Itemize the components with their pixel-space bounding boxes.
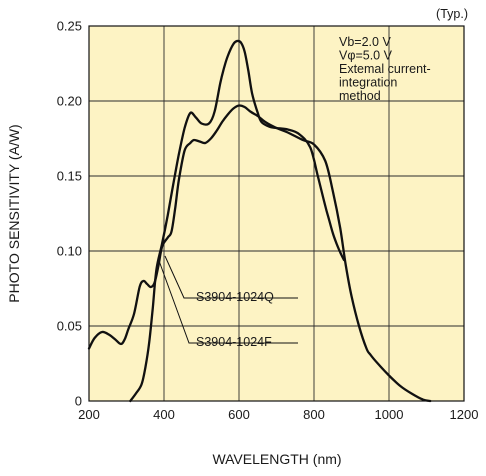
condition-line: method	[339, 89, 381, 103]
series-label: S3904-1024Q	[196, 290, 274, 304]
x-tick-label: 200	[78, 407, 100, 422]
x-tick-label: 800	[303, 407, 325, 422]
y-tick-label: 0.15	[57, 169, 82, 184]
y-tick-label: 0.25	[57, 19, 82, 34]
series-line-1	[129, 39, 346, 403]
x-tick-label: 400	[153, 407, 175, 422]
x-tick-label: 1200	[450, 407, 479, 422]
y-tick-label: 0.10	[57, 244, 82, 259]
annotations: (Typ.) Vb=2.0 V Vφ=5.0 V Extemal current…	[157, 7, 468, 349]
series-label-leader	[157, 257, 298, 344]
series-lines	[87, 39, 432, 403]
tick-labels: 200 400 600 800 1000 1200 0 0.05 0.10 0.15 0.20 0.2…	[57, 19, 479, 423]
plot-area	[89, 26, 464, 401]
x-tick-label: 600	[228, 407, 250, 422]
y-tick-label: 0.20	[57, 94, 82, 109]
typ-note: (Typ.)	[436, 7, 468, 21]
condition-line: integration	[339, 76, 397, 90]
y-tick-label: 0	[75, 394, 82, 409]
series-line-0	[87, 104, 432, 403]
x-axis-title: WAVELENGTH (nm)	[212, 451, 341, 467]
plot-frame	[88, 25, 465, 402]
y-tick-label: 0.05	[57, 319, 82, 334]
series-label-leader	[164, 255, 298, 299]
condition-line: Extemal current-	[339, 62, 431, 76]
y-axis-title: PHOTO SENSITIVITY (A/W)	[6, 124, 22, 302]
x-tick-label: 1000	[375, 407, 404, 422]
series-label: S3904-1024F	[196, 335, 272, 349]
condition-line: Vφ=5.0 V	[339, 49, 393, 63]
condition-line: Vb=2.0 V	[339, 35, 391, 49]
